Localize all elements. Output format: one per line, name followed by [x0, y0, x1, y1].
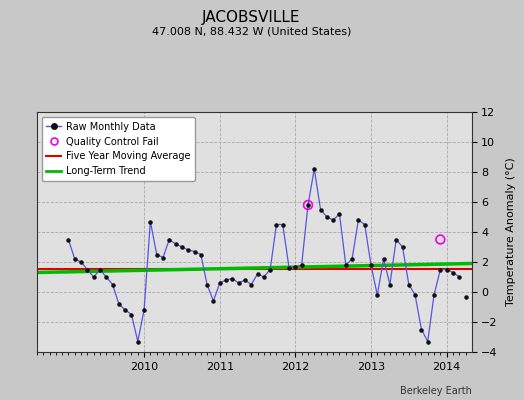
Text: JACOBSVILLE: JACOBSVILLE	[202, 10, 301, 25]
Point	[455, 274, 463, 280]
Point	[449, 269, 457, 276]
Point	[184, 247, 192, 253]
Point	[108, 281, 117, 288]
Point	[335, 211, 344, 217]
Point	[102, 274, 111, 280]
Point	[190, 248, 199, 255]
Point	[222, 277, 230, 283]
Point	[291, 263, 300, 270]
Point	[423, 338, 432, 345]
Point	[209, 298, 217, 304]
Point	[196, 251, 205, 258]
Point	[329, 217, 337, 223]
Text: 47.008 N, 88.432 W (United States): 47.008 N, 88.432 W (United States)	[152, 26, 351, 36]
Point	[304, 202, 312, 208]
Point	[152, 251, 161, 258]
Point	[178, 244, 186, 250]
Point	[348, 256, 356, 262]
Point	[367, 262, 375, 268]
Point	[247, 281, 256, 288]
Point	[83, 266, 92, 273]
Point	[405, 281, 413, 288]
Point	[379, 256, 388, 262]
Point	[127, 311, 136, 318]
Point	[203, 281, 211, 288]
Point	[171, 241, 180, 247]
Point	[285, 265, 293, 271]
Point	[436, 236, 444, 243]
Point	[316, 206, 325, 213]
Point	[298, 262, 306, 268]
Point	[272, 221, 281, 228]
Point	[228, 275, 236, 282]
Point	[253, 271, 261, 277]
Point	[266, 266, 275, 273]
Point	[417, 326, 425, 333]
Point	[398, 244, 407, 250]
Point	[64, 236, 73, 243]
Y-axis label: Temperature Anomaly (°C): Temperature Anomaly (°C)	[506, 158, 516, 306]
Point	[373, 292, 381, 298]
Point	[411, 292, 419, 298]
Point	[241, 277, 249, 283]
Point	[146, 218, 155, 225]
Point	[159, 254, 167, 261]
Point	[165, 236, 173, 243]
Point	[96, 266, 104, 273]
Point	[310, 166, 319, 172]
Point	[386, 281, 394, 288]
Point	[71, 256, 79, 262]
Point	[436, 266, 444, 273]
Point	[90, 274, 98, 280]
Point	[430, 292, 438, 298]
Point	[323, 214, 331, 220]
Point	[140, 307, 148, 313]
Point	[442, 266, 451, 273]
Point	[354, 217, 363, 223]
Point	[115, 301, 123, 307]
Point	[461, 293, 470, 300]
Point	[279, 221, 287, 228]
Point	[234, 280, 243, 286]
Point	[361, 221, 369, 228]
Point	[304, 202, 312, 208]
Point	[342, 262, 350, 268]
Point	[392, 236, 400, 243]
Point	[121, 307, 129, 313]
Point	[259, 274, 268, 280]
Point	[134, 338, 142, 345]
Text: Berkeley Earth: Berkeley Earth	[400, 386, 472, 396]
Point	[77, 259, 85, 265]
Legend: Raw Monthly Data, Quality Control Fail, Five Year Moving Average, Long-Term Tren: Raw Monthly Data, Quality Control Fail, …	[41, 117, 195, 181]
Point	[215, 280, 224, 286]
